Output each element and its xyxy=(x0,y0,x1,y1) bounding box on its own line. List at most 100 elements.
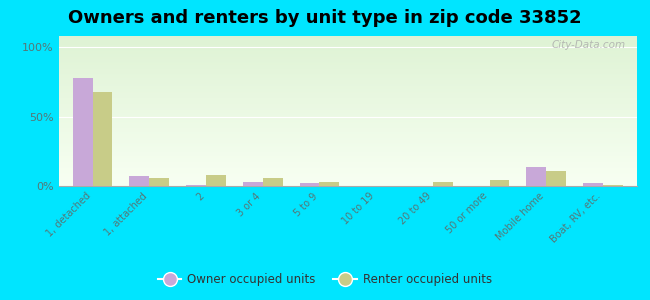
Bar xyxy=(58,44,637,45)
Bar xyxy=(58,93,637,94)
Bar xyxy=(58,117,637,118)
Bar xyxy=(58,164,637,165)
Bar xyxy=(58,183,637,184)
Bar xyxy=(58,136,637,138)
Bar xyxy=(526,167,546,186)
Bar xyxy=(58,134,637,135)
Bar xyxy=(58,152,637,153)
Bar xyxy=(58,87,637,88)
Bar xyxy=(489,180,510,186)
Bar xyxy=(58,108,637,110)
Bar xyxy=(58,52,637,54)
Bar xyxy=(300,183,319,186)
Bar xyxy=(58,122,637,123)
Bar xyxy=(58,92,637,93)
Bar xyxy=(58,68,637,69)
Bar xyxy=(58,78,637,80)
Bar xyxy=(58,64,637,66)
Bar xyxy=(58,176,637,177)
Bar xyxy=(58,147,637,148)
Bar xyxy=(58,180,637,182)
Bar xyxy=(129,176,150,186)
Bar xyxy=(58,171,637,172)
Bar xyxy=(58,61,637,63)
Bar xyxy=(58,124,637,126)
Bar xyxy=(58,72,637,74)
Bar xyxy=(58,80,637,81)
Bar xyxy=(58,177,637,178)
Bar xyxy=(58,184,637,186)
Bar xyxy=(58,142,637,144)
Text: Owners and renters by unit type in zip code 33852: Owners and renters by unit type in zip c… xyxy=(68,9,582,27)
Bar xyxy=(58,85,637,87)
Bar xyxy=(58,99,637,100)
Text: City-Data.com: City-Data.com xyxy=(551,40,625,50)
Bar xyxy=(58,159,637,160)
Bar xyxy=(58,51,637,52)
Bar xyxy=(92,92,112,186)
Bar xyxy=(58,140,637,141)
Bar xyxy=(433,182,452,186)
Bar xyxy=(58,110,637,111)
Bar xyxy=(58,88,637,90)
Bar xyxy=(58,74,637,75)
Bar xyxy=(58,106,637,108)
Legend: Owner occupied units, Renter occupied units: Owner occupied units, Renter occupied un… xyxy=(153,269,497,291)
Bar xyxy=(58,63,637,64)
Bar xyxy=(58,38,637,39)
Bar xyxy=(58,154,637,156)
Bar xyxy=(150,178,169,186)
Bar xyxy=(58,98,637,99)
Bar xyxy=(58,75,637,76)
Bar xyxy=(58,156,637,158)
Bar xyxy=(58,126,637,128)
Bar xyxy=(58,36,637,38)
Bar xyxy=(58,167,637,168)
Bar xyxy=(58,128,637,129)
Bar xyxy=(58,144,637,146)
Bar xyxy=(603,184,623,186)
Bar xyxy=(58,158,637,159)
Bar xyxy=(58,168,637,170)
Bar xyxy=(58,135,637,136)
Bar xyxy=(243,182,263,186)
Bar xyxy=(58,114,637,116)
Bar xyxy=(58,141,637,142)
Bar xyxy=(58,118,637,120)
Bar xyxy=(319,182,339,186)
Bar xyxy=(58,40,637,42)
Bar xyxy=(58,66,637,68)
Bar xyxy=(58,50,637,51)
Bar xyxy=(58,182,637,183)
Bar xyxy=(58,102,637,104)
Bar xyxy=(58,129,637,130)
Bar xyxy=(58,90,637,92)
Bar xyxy=(58,70,637,72)
Bar xyxy=(58,76,637,78)
Bar xyxy=(58,100,637,102)
Bar xyxy=(58,169,637,171)
Bar xyxy=(58,56,637,57)
Bar xyxy=(58,178,637,180)
Bar xyxy=(58,116,637,117)
Bar xyxy=(58,123,637,124)
Bar xyxy=(58,165,637,166)
Bar xyxy=(58,54,637,56)
Bar xyxy=(58,162,637,164)
Bar xyxy=(58,138,637,140)
Bar xyxy=(58,81,637,82)
Bar xyxy=(58,153,637,154)
Bar xyxy=(58,42,637,44)
Bar xyxy=(58,150,637,152)
Bar xyxy=(263,178,283,186)
Bar xyxy=(58,94,637,96)
Bar xyxy=(58,105,637,106)
Bar xyxy=(58,132,637,134)
Bar xyxy=(58,172,637,174)
Bar xyxy=(58,120,637,122)
Bar xyxy=(58,111,637,112)
Bar xyxy=(58,57,637,58)
Bar xyxy=(58,112,637,114)
Bar xyxy=(546,171,566,186)
Bar xyxy=(58,146,637,147)
